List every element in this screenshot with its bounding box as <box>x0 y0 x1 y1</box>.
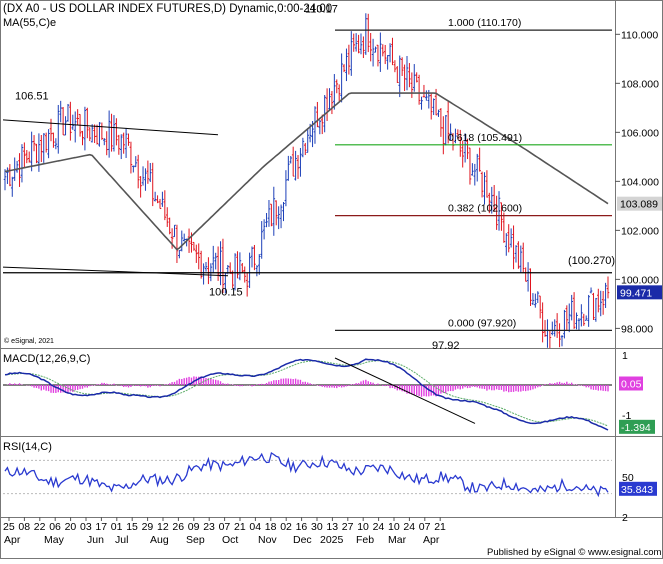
time-month-label: Feb <box>356 534 374 546</box>
price-annotation: 97.92 <box>432 340 460 352</box>
price-tick-label: 108.000 <box>621 78 659 90</box>
time-day-label: 27 <box>342 521 354 533</box>
upper-trendline <box>2 119 219 136</box>
rsi-value-tag: 35.843 <box>621 484 653 496</box>
macd-value-tag: -1.394 <box>621 422 651 434</box>
time-day-label: 24 <box>373 521 385 533</box>
time-month-label: Oct <box>222 534 238 546</box>
time-month-label: 2025 <box>320 534 344 546</box>
price-tick-label: 100.000 <box>621 274 659 286</box>
fib-label: 0.618 (105.491) <box>448 132 522 144</box>
time-month-label: Dec <box>293 534 312 546</box>
price-tick-label: 104.000 <box>621 176 659 188</box>
price-tick-label: 102.000 <box>621 225 659 237</box>
price-annotation: 110.17 <box>305 3 338 15</box>
time-day-label: 10 <box>388 521 400 533</box>
time-month-label: May <box>44 534 65 546</box>
time-month-label: Mar <box>388 534 407 546</box>
time-month-label: Jul <box>115 534 128 546</box>
time-day-label: 26 <box>172 521 184 533</box>
chart-title: (DX A0 - US DOLLAR INDEX FUTURES,D) Dyna… <box>3 3 332 15</box>
time-day-label: 24 <box>403 521 415 533</box>
time-day-label: 12 <box>157 521 169 533</box>
time-month-label: Nov <box>258 534 277 546</box>
time-day-label: 10 <box>357 521 369 533</box>
rsi-tick-label: 2 <box>622 512 628 524</box>
ma-line <box>4 92 609 251</box>
time-day-label: 18 <box>265 521 277 533</box>
time-day-label: 09 <box>188 521 200 533</box>
time-axis: 25 08 22 06 20 03 17 01 15 29 12 26 09 23 07 21 04 18 02 16… <box>3 517 446 546</box>
macd-line <box>4 358 609 431</box>
lower-trendline <box>2 266 229 277</box>
time-day-label: 22 <box>34 521 46 533</box>
last-price-tag: 99.471 <box>620 287 652 299</box>
fib-label: 0.000 (97.920) <box>448 317 516 329</box>
footer-bg <box>480 545 662 558</box>
price-annotation: 106.51 <box>15 90 49 102</box>
time-day-label: 02 <box>280 521 292 533</box>
time-day-label: 16 <box>296 521 308 533</box>
ma-label: MA(55,C)e <box>3 17 56 29</box>
time-day-label: 01 <box>111 521 123 533</box>
ma-value-tag-bg <box>617 196 662 211</box>
published-footer: Published by eSignal © www.esignal.com <box>487 547 661 558</box>
time-day-label: 17 <box>95 521 107 533</box>
time-day-label: 13 <box>326 521 338 533</box>
rsi-tick-label: 50 <box>622 472 634 484</box>
time-month-label: Jun <box>87 534 104 546</box>
time-day-label: 25 <box>3 521 15 533</box>
macd-tick-label: -1 <box>622 410 631 422</box>
macd-tick-label: 1 <box>622 350 628 362</box>
macd-hist-tag-bg <box>619 376 643 391</box>
price-tick-label: 106.000 <box>621 127 659 139</box>
macd-hist-tag: 0.05 <box>621 379 642 391</box>
time-day-label: 21 <box>234 521 246 533</box>
price-pane: 110.000 108.000 106.000 104.000 102.000 100.0… <box>2 3 662 352</box>
time-day-label: 07 <box>419 521 431 533</box>
time-day-label: 29 <box>142 521 154 533</box>
time-day-label: 08 <box>18 521 30 533</box>
time-day-label: 15 <box>126 521 138 533</box>
time-month-label: Apr <box>4 534 21 546</box>
copyright-label: © eSignal, 2021 <box>4 337 54 345</box>
time-day-label: 30 <box>311 521 323 533</box>
price-annotation: 100.15 <box>209 286 243 298</box>
price-tick-label: 110.000 <box>621 29 658 41</box>
fib-label: 0.382 (102.600) <box>448 203 522 215</box>
time-day-label: 03 <box>80 521 92 533</box>
time-day-label: 21 <box>434 521 446 533</box>
time-day-label: 04 <box>249 521 261 533</box>
macd-signal-line <box>5 360 609 427</box>
rsi-pane: 50 2 35.843 <box>3 451 657 524</box>
fib-label: 1.000 (110.170) <box>448 17 521 29</box>
time-day-label: 20 <box>65 521 77 533</box>
macd-value-tag-bg <box>619 419 655 434</box>
price-tick-label: 98.000 <box>621 323 653 335</box>
time-month-label: Sep <box>186 534 205 546</box>
ma-value-tag: 103.089 <box>620 199 658 211</box>
macd-trendline <box>334 357 476 424</box>
last-price-tag-bg <box>617 285 662 300</box>
time-day-label: 07 <box>219 521 231 533</box>
price-annotation: (100.270) <box>568 255 615 267</box>
time-month-label: Apr <box>423 534 440 546</box>
rsi-value-tag-bg <box>619 481 657 496</box>
macd-title: MACD(12,26,9,C) <box>3 353 90 365</box>
time-month-label: Aug <box>150 534 169 546</box>
rsi-title: RSI(14,C) <box>3 441 52 453</box>
rsi-line <box>4 451 609 498</box>
time-day-label: 23 <box>203 521 215 533</box>
macd-pane: 10-10.05-1.394 <box>3 350 655 434</box>
time-day-label: 06 <box>49 521 61 533</box>
